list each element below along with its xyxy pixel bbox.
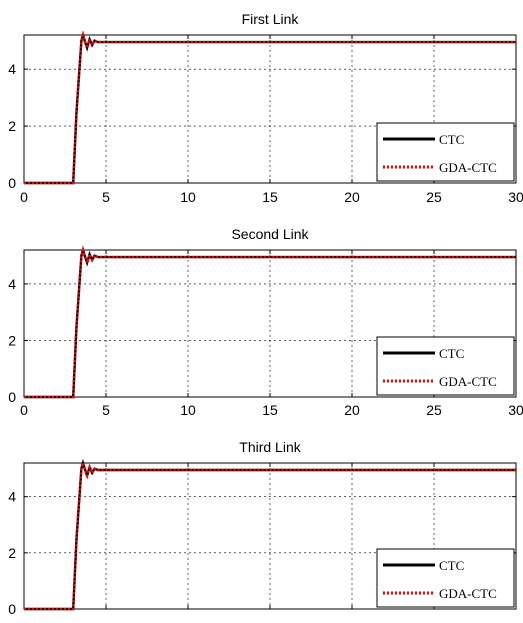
y-tick-label: 0 xyxy=(8,389,16,405)
chart-panel-1: First Link 0 5 10 15 20 25 30 0 2 4 CTC GDA-CTC xyxy=(8,11,523,205)
x-tick-label: 25 xyxy=(426,402,442,418)
x-tick-label: 10 xyxy=(180,402,196,418)
y-tick-label: 2 xyxy=(8,118,16,134)
x-tick-label: 5 xyxy=(102,189,110,205)
y-tick-label: 4 xyxy=(8,489,16,505)
chart-title: Third Link xyxy=(239,439,301,455)
x-tick-label: 15 xyxy=(262,189,278,205)
series-line-gda-ctc xyxy=(24,245,516,399)
legend-label: CTC xyxy=(439,558,464,573)
legend: CTC GDA-CTC xyxy=(376,336,515,396)
legend-label: GDA-CTC xyxy=(439,160,497,175)
legend: CTC GDA-CTC xyxy=(376,548,515,608)
legend-box xyxy=(376,122,515,182)
y-tick-label: 4 xyxy=(8,61,16,77)
legend-label: CTC xyxy=(439,132,464,147)
legend: CTC GDA-CTC xyxy=(376,122,515,182)
x-tick-label: 30 xyxy=(508,189,523,205)
chart-title: First Link xyxy=(242,11,300,27)
y-tick-label: 4 xyxy=(8,276,16,292)
chart-title: Second Link xyxy=(231,226,309,242)
chart-panel-3: Third Link 0 2 4 CTC GDA-CTC xyxy=(8,439,517,617)
x-tick-label: 25 xyxy=(426,189,442,205)
y-tick-label: 0 xyxy=(8,175,16,191)
x-tick-label: 0 xyxy=(20,402,28,418)
legend-label: CTC xyxy=(439,346,464,361)
legend-label: GDA-CTC xyxy=(439,586,497,601)
y-tick-label: 2 xyxy=(8,545,16,561)
series-line-ctc xyxy=(24,30,516,185)
series-line-ctc xyxy=(24,458,516,611)
legend-box xyxy=(376,336,515,396)
x-tick-label: 20 xyxy=(344,402,360,418)
x-tick-label: 5 xyxy=(102,402,110,418)
x-tick-label: 15 xyxy=(262,402,278,418)
legend-label: GDA-CTC xyxy=(439,374,497,389)
chart-panel-2: Second Link 0 5 10 15 20 25 30 0 2 4 CTC GDA-CTC xyxy=(8,226,523,418)
x-tick-label: 10 xyxy=(180,189,196,205)
x-tick-label: 0 xyxy=(20,189,28,205)
legend-box xyxy=(376,548,515,608)
x-tick-label: 30 xyxy=(508,402,523,418)
y-tick-label: 2 xyxy=(8,332,16,348)
x-tick-label: 20 xyxy=(344,189,360,205)
y-tick-label: 0 xyxy=(8,601,16,617)
